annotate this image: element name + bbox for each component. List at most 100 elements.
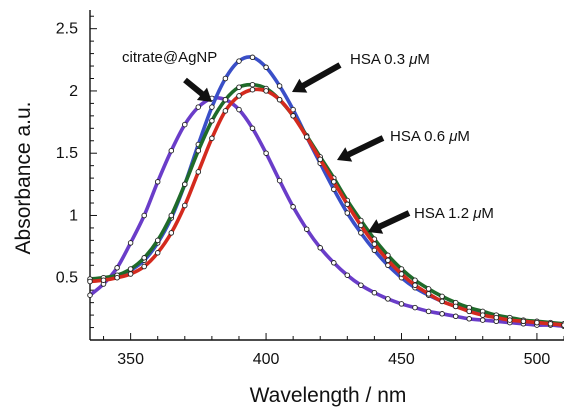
x-tick-label: 350 <box>117 351 144 368</box>
data-point <box>209 104 215 110</box>
series-line <box>89 55 564 327</box>
data-point <box>398 301 405 307</box>
data-point <box>385 257 391 264</box>
data-point <box>371 247 378 254</box>
data-point <box>154 250 161 256</box>
data-point <box>222 96 229 103</box>
data-point <box>561 322 564 328</box>
data-point <box>249 54 256 61</box>
data-point <box>168 212 175 219</box>
data-point <box>168 147 175 154</box>
data-point <box>371 289 378 296</box>
x-tick-label: 450 <box>388 351 415 368</box>
arrow-citrate-agnp <box>183 77 212 102</box>
data-point <box>385 296 391 302</box>
data-point <box>182 202 188 209</box>
data-point <box>236 58 242 64</box>
data-point <box>114 265 120 271</box>
data-point <box>412 304 418 311</box>
data-point <box>520 318 527 325</box>
data-point <box>317 245 323 251</box>
data-point <box>398 271 405 277</box>
annotation-hsa-12: HSA 1.2 μM <box>414 205 494 222</box>
data-point <box>466 308 472 315</box>
data-point <box>425 308 432 315</box>
data-point <box>154 237 161 244</box>
annotation-hsa-03: HSA 0.3 μM <box>350 51 430 68</box>
data-point <box>466 316 472 322</box>
data-point <box>182 121 188 128</box>
x-tick-label: 500 <box>524 351 551 368</box>
data-point <box>303 134 310 140</box>
data-point <box>303 226 310 232</box>
series-4 <box>87 86 564 328</box>
data-point <box>290 204 296 210</box>
data-point <box>195 147 202 154</box>
arrow-hsa-12 <box>368 210 411 234</box>
y-tick-label: 1 <box>69 207 78 224</box>
data-point <box>154 179 161 185</box>
data-point <box>263 150 269 156</box>
data-point <box>358 230 364 236</box>
data-point <box>263 88 269 94</box>
data-point <box>168 230 175 236</box>
y-tick-label: 1.5 <box>56 145 78 162</box>
data-point <box>344 210 351 216</box>
data-point <box>371 241 378 247</box>
data-point <box>412 282 418 288</box>
y-tick-label: 0.5 <box>56 270 78 287</box>
data-point <box>317 156 323 163</box>
data-point <box>195 104 202 110</box>
data-point <box>276 96 283 103</box>
data-point <box>249 86 256 93</box>
data-point <box>547 321 554 327</box>
data-point <box>452 303 459 310</box>
data-point <box>534 319 540 326</box>
data-point <box>344 201 351 208</box>
data-point <box>425 291 432 297</box>
x-tick-label: 400 <box>253 351 280 368</box>
series-1 <box>87 95 564 330</box>
data-point <box>479 317 486 323</box>
data-point <box>439 311 445 317</box>
data-point <box>209 135 215 142</box>
data-point <box>87 278 93 285</box>
data-point <box>141 255 147 261</box>
data-point <box>344 272 351 278</box>
data-point <box>290 106 296 113</box>
data-point <box>236 93 242 99</box>
x-axis-label: Wavelength / nm <box>250 384 407 407</box>
arrow-hsa-03 <box>292 62 342 93</box>
data-point <box>331 186 337 193</box>
data-point <box>236 84 242 90</box>
data-point <box>493 314 500 321</box>
data-point <box>479 312 486 318</box>
data-point <box>290 113 296 119</box>
data-point <box>100 277 107 283</box>
chart-axes: 350 400 450 500 0.5 1 1.5 2 2.5 <box>56 10 564 368</box>
data-point <box>141 212 147 219</box>
data-point <box>452 313 459 320</box>
data-point <box>141 263 147 270</box>
data-point <box>358 222 364 229</box>
data-point <box>331 179 337 185</box>
data-point <box>127 271 134 277</box>
data-point <box>222 108 229 114</box>
data-point <box>182 181 188 188</box>
data-point <box>507 317 513 323</box>
data-point <box>195 169 202 175</box>
y-axis-label: Absorbance a.u. <box>12 102 35 255</box>
y-tick-label: 2 <box>69 83 78 100</box>
data-point <box>439 293 445 300</box>
data-point <box>209 118 215 124</box>
data-point <box>249 125 256 132</box>
data-point <box>276 83 283 89</box>
data-point <box>236 106 242 113</box>
annotation-hsa-06: HSA 0.6 μM <box>390 128 470 145</box>
series-layer <box>87 54 564 330</box>
y-tick-label: 2.5 <box>56 21 78 38</box>
annotation-citrate-agnp: citrate@AgNP <box>122 49 217 66</box>
data-point <box>439 298 445 305</box>
data-point <box>114 274 120 281</box>
data-point <box>127 266 134 272</box>
